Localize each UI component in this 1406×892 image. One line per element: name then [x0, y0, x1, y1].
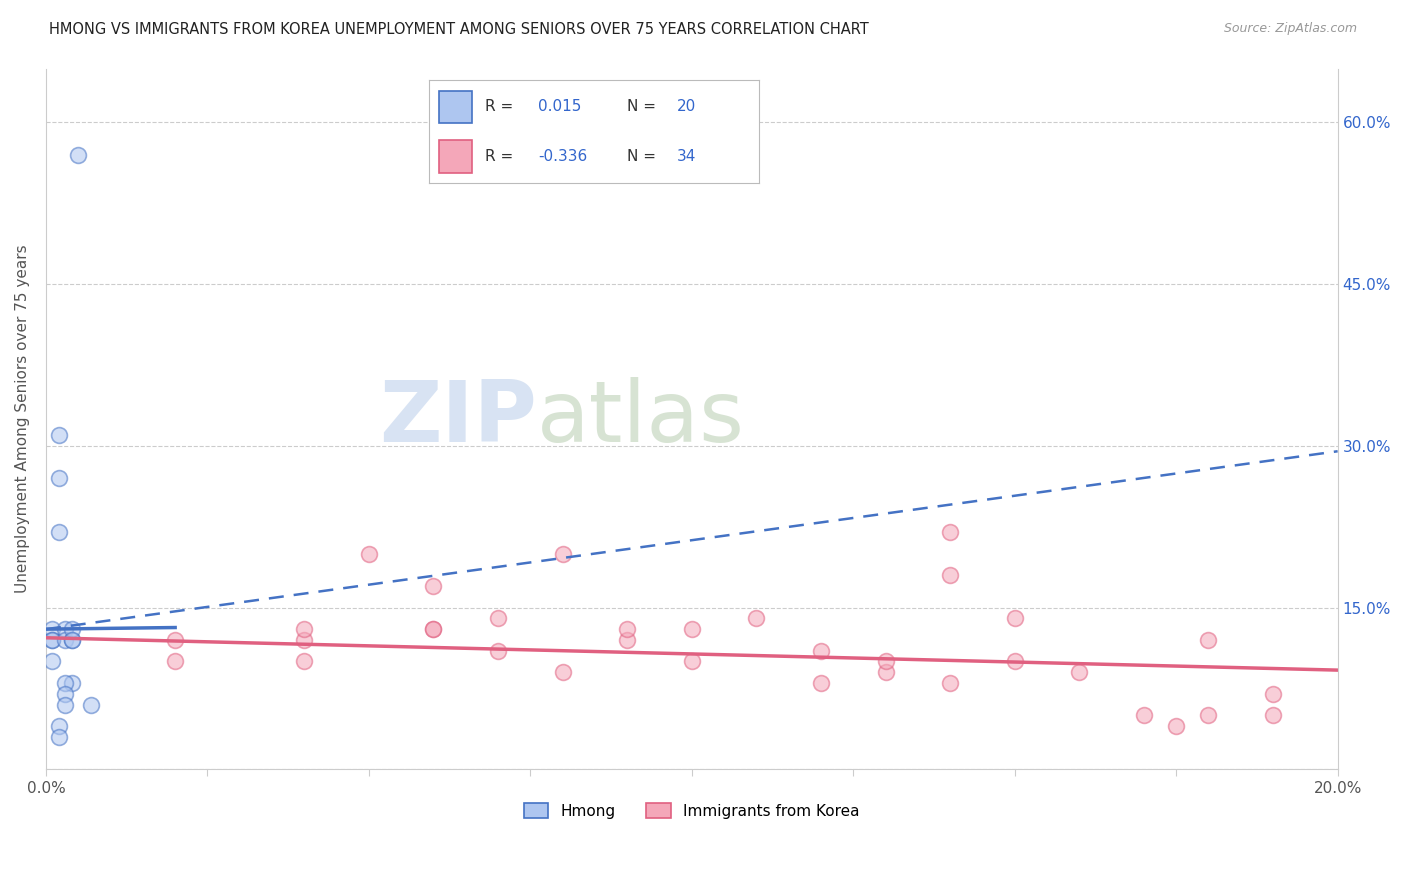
- Point: [165, 655, 187, 669]
- Text: 20: 20: [676, 99, 696, 114]
- Point: [60, 632, 83, 647]
- Y-axis label: Unemployment Among Seniors over 75 years: Unemployment Among Seniors over 75 years: [15, 244, 30, 593]
- Point: [60, 632, 83, 647]
- Point: [616, 632, 638, 647]
- Text: R =: R =: [485, 99, 513, 114]
- Point: [939, 568, 962, 582]
- Point: [1004, 611, 1026, 625]
- Point: [486, 611, 509, 625]
- Point: [681, 622, 703, 636]
- Point: [292, 622, 315, 636]
- Point: [551, 665, 574, 680]
- Point: [60, 676, 83, 690]
- Point: [53, 622, 76, 636]
- Point: [48, 525, 70, 540]
- Point: [1133, 708, 1156, 723]
- Point: [67, 148, 90, 162]
- Point: [165, 632, 187, 647]
- Point: [551, 547, 574, 561]
- Point: [616, 622, 638, 636]
- Point: [48, 719, 70, 733]
- Point: [422, 579, 444, 593]
- Text: atlas: atlas: [537, 377, 745, 460]
- Text: N =: N =: [627, 99, 657, 114]
- Point: [292, 632, 315, 647]
- Point: [1166, 719, 1188, 733]
- Point: [1261, 708, 1284, 723]
- Point: [486, 643, 509, 657]
- Point: [48, 730, 70, 744]
- Point: [292, 655, 315, 669]
- Point: [1261, 687, 1284, 701]
- Point: [939, 676, 962, 690]
- Text: -0.336: -0.336: [538, 149, 588, 164]
- Point: [48, 428, 70, 442]
- Point: [48, 471, 70, 485]
- Point: [357, 547, 380, 561]
- Point: [41, 632, 63, 647]
- Text: Source: ZipAtlas.com: Source: ZipAtlas.com: [1223, 22, 1357, 36]
- Text: 0.015: 0.015: [538, 99, 581, 114]
- Bar: [439, 91, 472, 123]
- Point: [810, 676, 832, 690]
- Point: [53, 632, 76, 647]
- Point: [53, 687, 76, 701]
- Bar: [439, 140, 472, 173]
- Point: [875, 655, 897, 669]
- Point: [1004, 655, 1026, 669]
- Text: ZIP: ZIP: [380, 377, 537, 460]
- Point: [41, 622, 63, 636]
- Point: [1198, 632, 1220, 647]
- Point: [1198, 708, 1220, 723]
- Point: [53, 698, 76, 712]
- Point: [60, 622, 83, 636]
- Legend: Hmong, Immigrants from Korea: Hmong, Immigrants from Korea: [517, 797, 866, 825]
- Point: [53, 676, 76, 690]
- Point: [681, 655, 703, 669]
- Point: [80, 698, 103, 712]
- Point: [939, 525, 962, 540]
- Text: N =: N =: [627, 149, 657, 164]
- Point: [875, 665, 897, 680]
- Text: R =: R =: [485, 149, 513, 164]
- Point: [810, 643, 832, 657]
- Point: [422, 622, 444, 636]
- Text: HMONG VS IMMIGRANTS FROM KOREA UNEMPLOYMENT AMONG SENIORS OVER 75 YEARS CORRELAT: HMONG VS IMMIGRANTS FROM KOREA UNEMPLOYM…: [49, 22, 869, 37]
- Point: [41, 632, 63, 647]
- Text: 34: 34: [676, 149, 696, 164]
- Point: [422, 622, 444, 636]
- Point: [745, 611, 768, 625]
- Point: [41, 655, 63, 669]
- Point: [1069, 665, 1091, 680]
